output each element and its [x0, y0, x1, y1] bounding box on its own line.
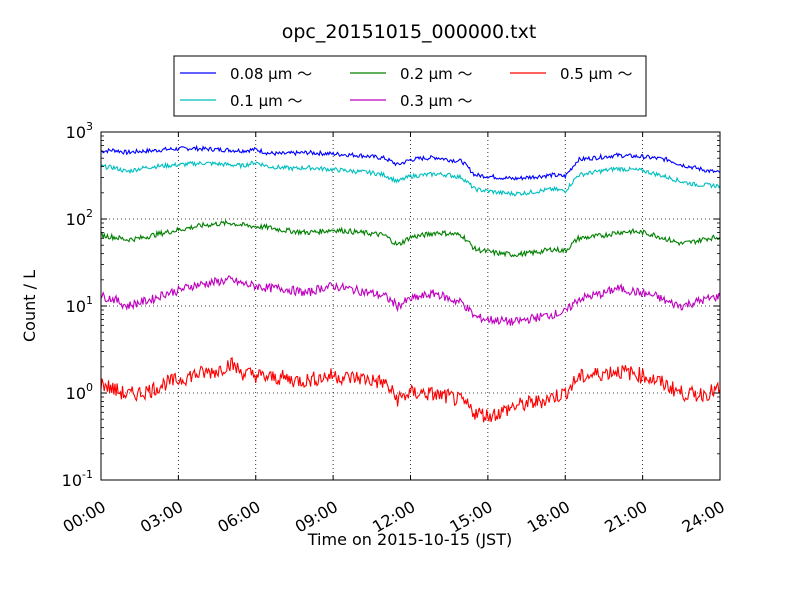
series-group [100, 144, 721, 423]
y-tick-label-exponent: -1 [82, 468, 93, 481]
y-tick-label-base: 10 [66, 210, 86, 229]
series-line-2 [100, 219, 721, 258]
x-axis-title: Time on 2015-10-15 (JST) [307, 530, 512, 549]
y-tick-label: 103 [66, 120, 93, 142]
legend-label: 0.5 μm ～ [560, 65, 633, 83]
series-line-3 [100, 275, 721, 327]
legend-label: 0.2 μm ～ [400, 65, 473, 83]
y-tick-label: 102 [66, 207, 93, 229]
axis-ticks [100, 131, 721, 481]
y-tick-label-exponent: 2 [86, 207, 93, 220]
y-tick-label: 101 [66, 294, 93, 316]
y-tick-label-base: 10 [62, 471, 82, 490]
x-tick-label: 18:00 [524, 497, 573, 537]
plot-area-background [101, 132, 720, 480]
legend-label: 0.3 μm ～ [400, 92, 473, 110]
legend: 0.08 μm ～ 0.1 μm ～ 0.2 μm ～ 0.3 μm ～ 0.5 μm … [173, 55, 647, 117]
series-line-4 [100, 357, 721, 423]
y-tick-label-exponent: 1 [86, 294, 93, 307]
y-tick-label-base: 10 [66, 297, 86, 316]
y-tick-label-base: 10 [66, 384, 86, 403]
series-line-0 [100, 144, 721, 181]
y-tick-label: 100 [66, 381, 93, 403]
legend-label: 0.1 μm ～ [230, 92, 303, 110]
series-line-1 [100, 160, 721, 197]
x-tick-label: 00:00 [60, 497, 109, 537]
x-tick-label: 21:00 [601, 497, 650, 537]
legend-frame [173, 55, 647, 117]
chart-title: opc_20151015_000000.txt [282, 21, 537, 43]
x-tick-label: 03:00 [137, 497, 186, 537]
x-tick-label: 24:00 [679, 497, 728, 537]
y-axis-title: Count / L [20, 270, 39, 342]
y-tick-label: 10-1 [62, 468, 93, 490]
y-tick-label-exponent: 0 [86, 381, 93, 394]
legend-label: 0.08 μm ～ [230, 65, 312, 83]
y-tick-label-exponent: 3 [86, 120, 93, 133]
x-tick-label: 06:00 [214, 497, 263, 537]
y-tick-label-base: 10 [66, 123, 86, 142]
